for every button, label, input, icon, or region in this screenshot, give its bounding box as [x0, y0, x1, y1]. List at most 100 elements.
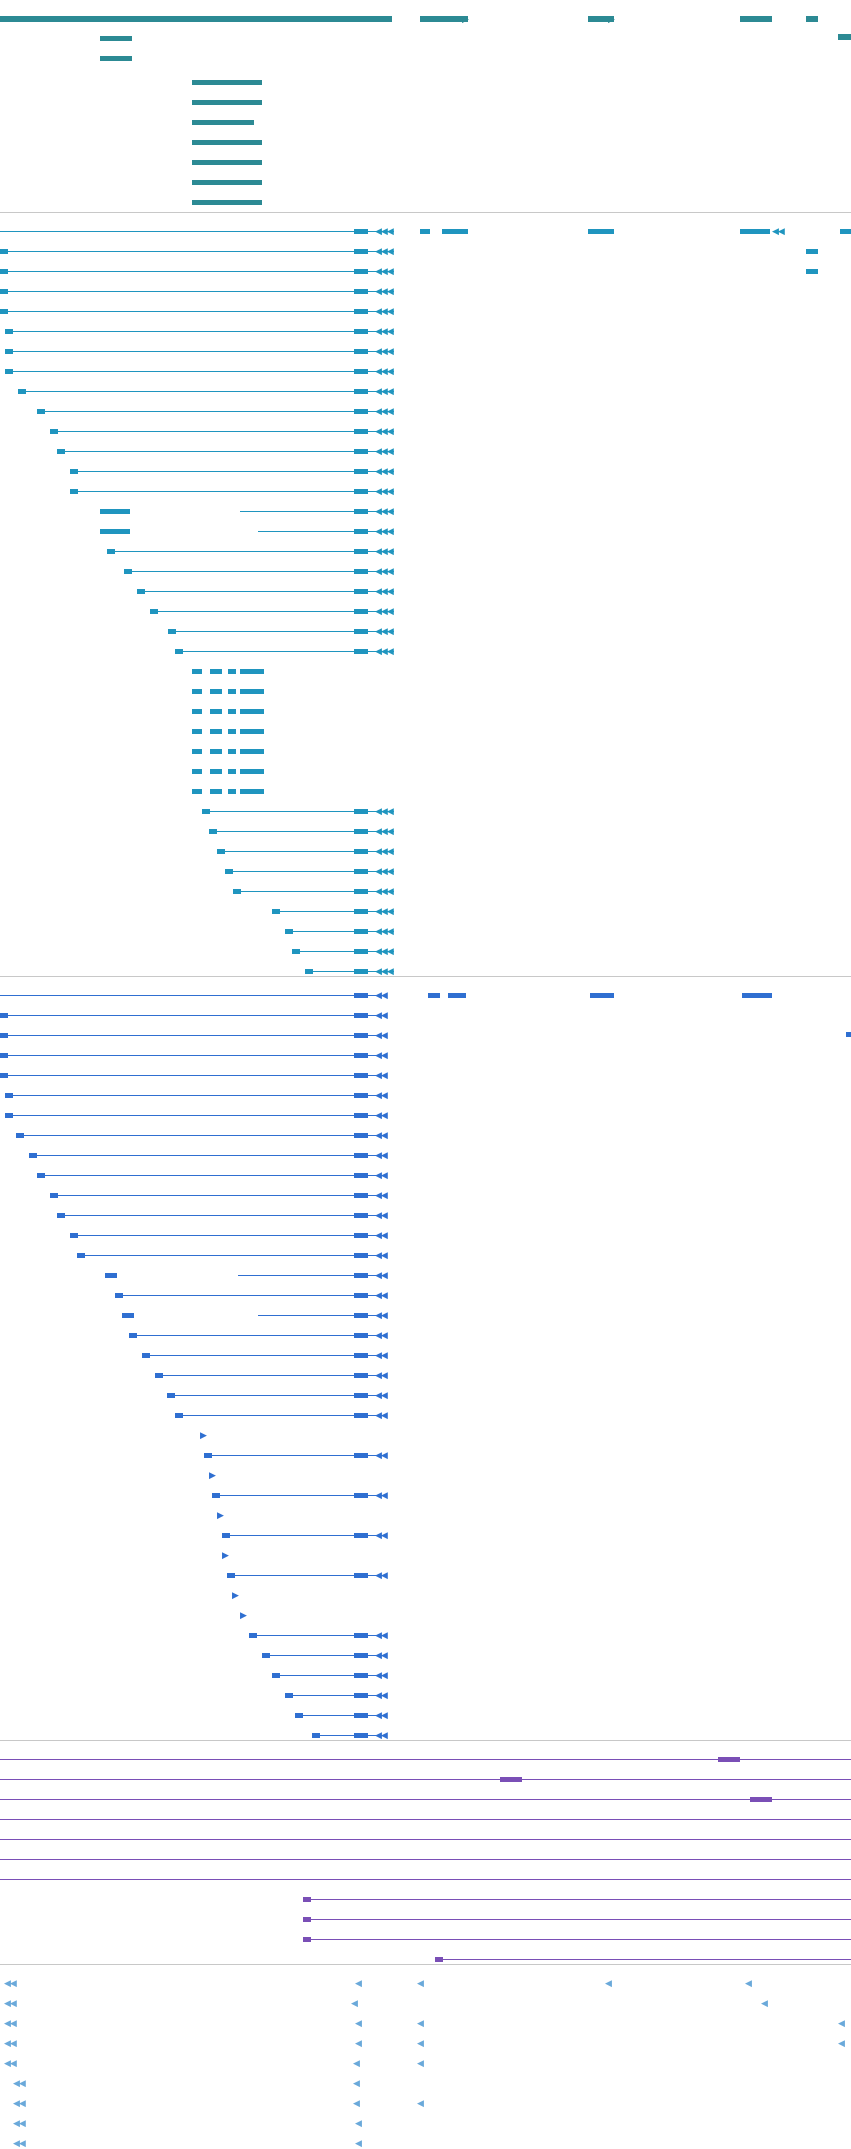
- exon-block: [354, 1253, 368, 1258]
- exon-block: [354, 1493, 368, 1498]
- strand-arrow-icon: ◀: [351, 1998, 358, 2008]
- strand-arrow-icon: ◀◀◀: [375, 886, 394, 896]
- exon-block: [227, 1573, 235, 1578]
- exon-block: [742, 993, 772, 998]
- exon-block: [37, 1173, 45, 1178]
- exon-block: [354, 1333, 368, 1338]
- strand-arrow-icon: ◀: [417, 2058, 424, 2068]
- exon-block: [588, 229, 614, 234]
- strand-arrow-icon: ◀◀: [4, 2038, 17, 2048]
- exon-block: [228, 669, 236, 674]
- exon-block: [354, 269, 368, 274]
- exon-block: [16, 1133, 24, 1138]
- strand-arrow-icon: ◀◀◀: [375, 626, 394, 636]
- strand-arrow-icon: ◀: [355, 1978, 362, 1988]
- exon-block: [354, 1713, 368, 1718]
- exon-block: [285, 1693, 293, 1698]
- strand-arrow-icon: ◀◀◀: [375, 906, 394, 916]
- exon-block: [435, 1957, 443, 1962]
- strand-arrow-icon: ◀◀◀: [375, 506, 394, 516]
- strand-arrow-icon: ◀◀◀: [375, 266, 394, 276]
- exon-block: [210, 729, 222, 734]
- exon-block: [0, 289, 8, 294]
- exon-block: [137, 589, 145, 594]
- transcript-intron-line: [155, 1375, 386, 1376]
- strand-arrow-icon: ▶: [217, 1510, 224, 1520]
- exon-block: [354, 1173, 368, 1178]
- exon-block: [740, 16, 772, 22]
- exon-block: [210, 749, 222, 754]
- strand-arrow-icon: ▶: [240, 1610, 247, 1620]
- transcript-intron-line: [5, 331, 394, 332]
- exon-block: [240, 669, 264, 674]
- exon-block: [354, 389, 368, 394]
- strand-arrow-icon: ◀◀: [375, 1090, 388, 1100]
- transcript-intron-line: [303, 1919, 851, 1920]
- track-separator: [0, 212, 851, 213]
- exon-block: [354, 1273, 368, 1278]
- exon-block: [240, 729, 264, 734]
- transcript-intron-line: [0, 1035, 386, 1036]
- exon-block: [740, 229, 770, 234]
- transcript-intron-line: [37, 1175, 386, 1176]
- strand-arrow-icon: ◀◀: [375, 1630, 388, 1640]
- exon-block: [840, 229, 851, 234]
- exon-block: [210, 769, 222, 774]
- exon-block: [354, 429, 368, 434]
- track-separator: [0, 1740, 851, 1741]
- strand-arrow-icon: ◀: [355, 2138, 362, 2148]
- exon-block: [354, 1393, 368, 1398]
- strand-arrow-icon: ◀◀◀: [375, 526, 394, 536]
- exon-block: [57, 449, 65, 454]
- transcript-intron-line: [167, 1395, 386, 1396]
- strand-arrow-icon: ◀◀: [375, 1170, 388, 1180]
- strand-arrow-icon: ◀◀: [375, 1370, 388, 1380]
- transcript-intron-line: [137, 591, 394, 592]
- strand-arrow-icon: ◀◀: [375, 990, 388, 1000]
- transcript-intron-line: [70, 491, 394, 492]
- transcript-intron-line: [303, 1899, 851, 1900]
- exon-block: [228, 709, 236, 714]
- exon-block: [354, 1053, 368, 1058]
- transcript-intron-line: [175, 1415, 386, 1416]
- exon-block: [249, 1633, 257, 1638]
- exon-block: [192, 160, 262, 165]
- exon-block: [354, 229, 368, 234]
- exon-block: [228, 789, 236, 794]
- transcript-intron-line: [292, 951, 394, 952]
- transcript-intron-line: [175, 651, 394, 652]
- exon-block: [303, 1897, 311, 1902]
- exon-block: [750, 1797, 772, 1802]
- strand-arrow-icon: ◀: [605, 1978, 612, 1988]
- transcript-intron-line: [0, 291, 394, 292]
- exon-block: [354, 609, 368, 614]
- transcript-intron-line: [0, 1075, 386, 1076]
- strand-arrow-icon: ◀◀: [375, 1130, 388, 1140]
- transcript-intron-line: [212, 1495, 386, 1496]
- exon-block: [354, 969, 368, 974]
- exon-block: [354, 1413, 368, 1418]
- strand-arrow-icon: ◀◀: [375, 1270, 388, 1280]
- strand-arrow-icon: ◀◀◀: [375, 946, 394, 956]
- strand-arrow-icon: ◀◀◀: [375, 406, 394, 416]
- strand-arrow-icon: ◀◀: [375, 1490, 388, 1500]
- strand-arrow-icon: ◀: [417, 1978, 424, 1988]
- exon-block: [228, 729, 236, 734]
- exon-block: [228, 769, 236, 774]
- exon-block: [448, 993, 466, 998]
- exon-block: [292, 949, 300, 954]
- exon-block: [210, 689, 222, 694]
- strand-arrow-icon: ▶: [608, 14, 615, 24]
- strand-arrow-icon: ◀◀: [375, 1530, 388, 1540]
- exon-block: [354, 1673, 368, 1678]
- exon-block: [0, 1013, 8, 1018]
- exon-block: [228, 689, 236, 694]
- exon-block: [590, 993, 614, 998]
- exon-block: [192, 200, 262, 205]
- strand-arrow-icon: ◀◀◀: [375, 426, 394, 436]
- exon-block: [210, 669, 222, 674]
- exon-block: [354, 1193, 368, 1198]
- exon-block: [354, 1453, 368, 1458]
- strand-arrow-icon: ◀◀◀: [375, 466, 394, 476]
- exon-block: [77, 1253, 85, 1258]
